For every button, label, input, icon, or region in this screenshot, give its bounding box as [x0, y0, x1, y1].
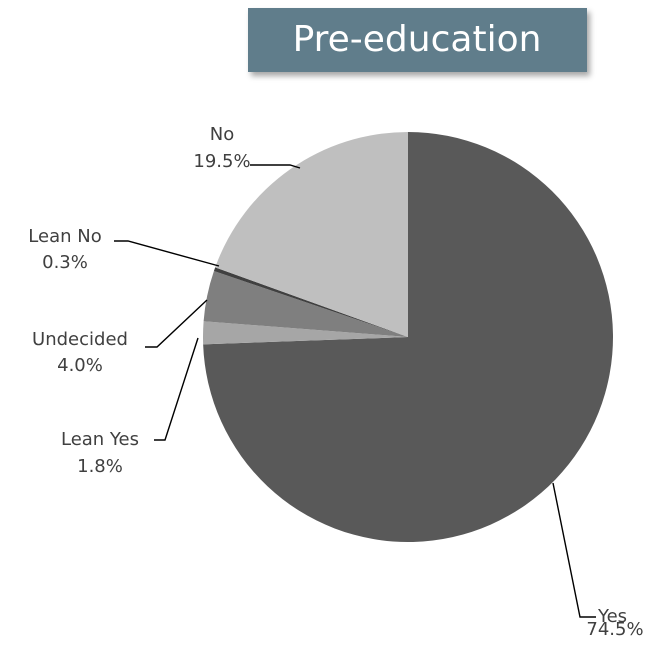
pie-slice — [213, 267, 408, 337]
slice-label: Yes — [597, 606, 627, 627]
pie-slice — [203, 132, 613, 542]
slice-label: No — [210, 124, 234, 145]
value-label: 19.5% — [193, 151, 250, 172]
leader-line — [114, 240, 220, 267]
value-label: 4.0% — [57, 355, 103, 376]
chart-title: Pre-education — [293, 19, 542, 60]
leader-line — [154, 337, 199, 441]
leader-line — [552, 482, 596, 618]
slice-label: Lean Yes — [61, 429, 139, 450]
value-label: 1.8% — [77, 456, 123, 477]
title-box — [248, 8, 587, 72]
slice-label: Lean No — [28, 226, 101, 247]
pie-slice — [203, 270, 408, 337]
slice-label: Undecided — [32, 329, 128, 350]
pie-slice — [215, 132, 408, 337]
leader-line — [145, 299, 208, 348]
value-label: 74.5% — [586, 619, 643, 640]
value-label: 0.3% — [42, 252, 88, 273]
pie-slice — [203, 321, 408, 345]
leader-line — [250, 164, 301, 169]
